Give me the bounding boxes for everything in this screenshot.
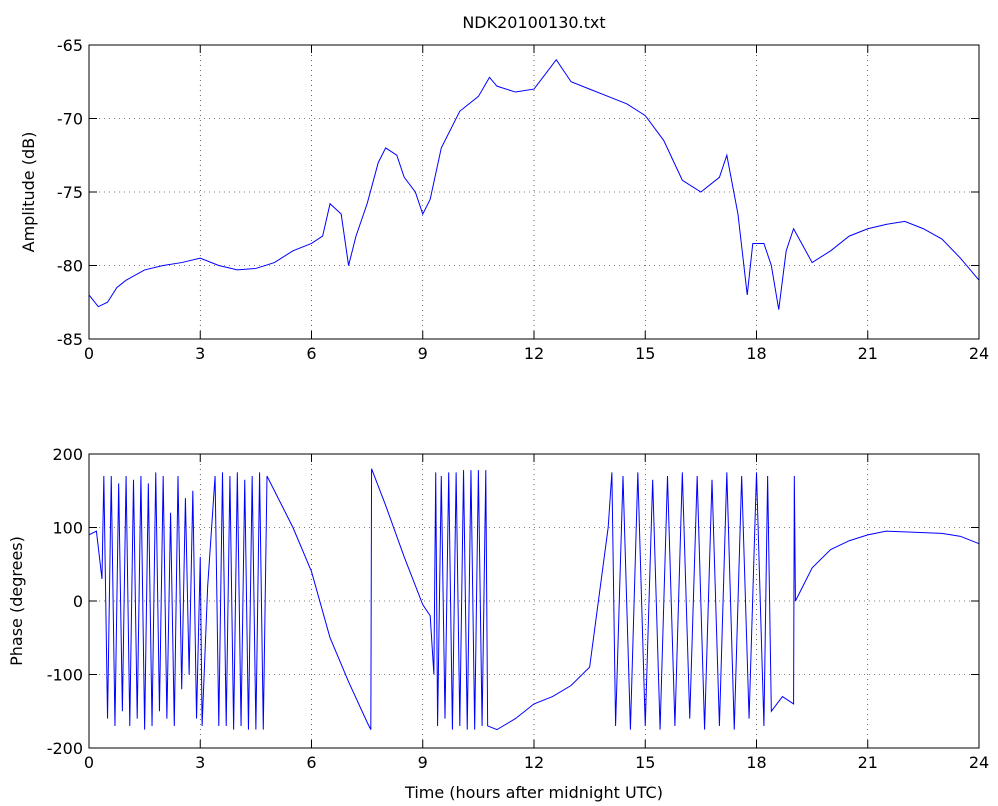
axes-box bbox=[88, 453, 980, 749]
axes-box bbox=[88, 44, 980, 340]
y-tick-label: -85 bbox=[57, 330, 83, 349]
x-tick-label: 6 bbox=[306, 344, 316, 363]
x-tick-label: 6 bbox=[306, 753, 316, 772]
y-tick-label: -75 bbox=[57, 183, 83, 202]
x-tick-label: 21 bbox=[858, 344, 878, 363]
x-tick-label: 18 bbox=[746, 344, 766, 363]
y-tick-label: -65 bbox=[57, 36, 83, 55]
x-tick-label: 0 bbox=[84, 344, 94, 363]
y-tick-label: -70 bbox=[57, 110, 83, 129]
y-tick-label: 200 bbox=[52, 445, 83, 464]
x-tick-label: 9 bbox=[418, 344, 428, 363]
x-tick-label: 24 bbox=[969, 344, 989, 363]
x-tick-label: 12 bbox=[524, 753, 544, 772]
y-tick-label: 100 bbox=[52, 519, 83, 538]
x-tick-label: 3 bbox=[195, 753, 205, 772]
x-tick-label: 3 bbox=[195, 344, 205, 363]
x-tick-label: 18 bbox=[746, 753, 766, 772]
y-tick-label: -100 bbox=[47, 666, 83, 685]
x-tick-label: 21 bbox=[858, 753, 878, 772]
data-line bbox=[88, 58, 980, 310]
chart-title: NDK20100130.txt bbox=[462, 13, 605, 32]
x-axis-label: Time (hours after midnight UTC) bbox=[404, 783, 663, 802]
x-tick-label: 24 bbox=[969, 753, 989, 772]
x-tick-label: 15 bbox=[635, 344, 655, 363]
y-tick-label: 0 bbox=[73, 592, 83, 611]
x-tick-label: 0 bbox=[84, 753, 94, 772]
x-tick-label: 9 bbox=[418, 753, 428, 772]
y-tick-label: -200 bbox=[47, 739, 83, 758]
y-tick-label: -80 bbox=[57, 257, 83, 276]
data-line bbox=[88, 468, 980, 731]
y-axis-label: Amplitude (dB) bbox=[19, 132, 38, 253]
x-tick-label: 12 bbox=[524, 344, 544, 363]
y-axis-label: Phase (degrees) bbox=[7, 536, 26, 666]
x-tick-label: 15 bbox=[635, 753, 655, 772]
